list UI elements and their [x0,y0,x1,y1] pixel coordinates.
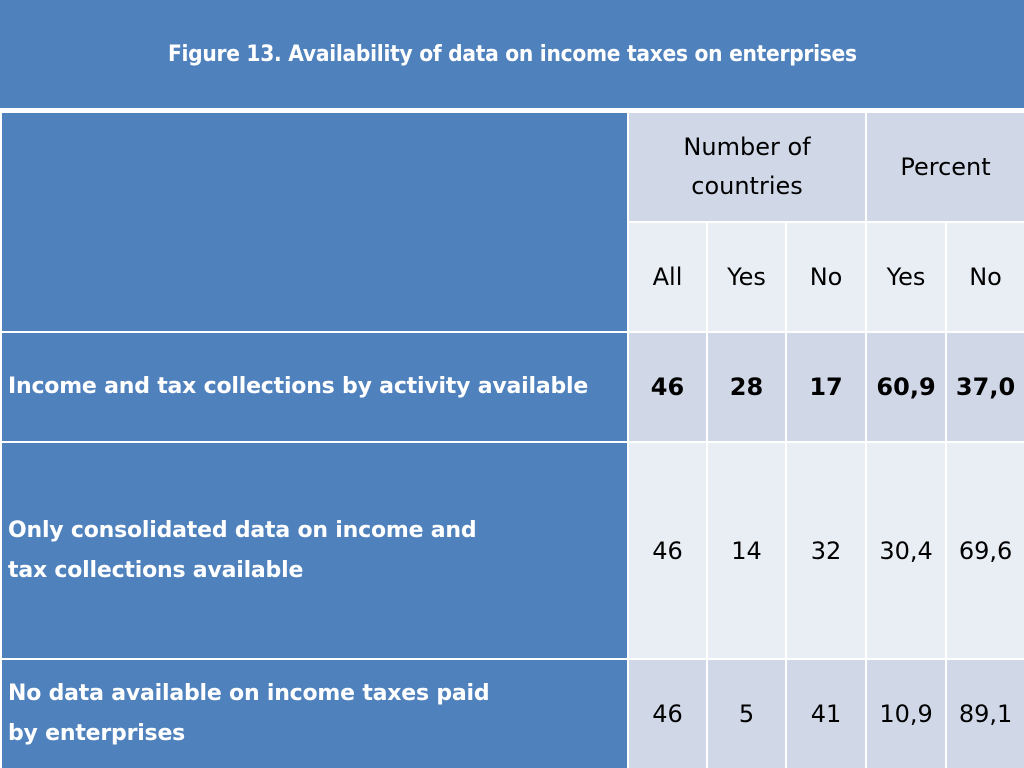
cell-all: 46 [627,331,708,443]
row-label-text: No data available on income taxes paid b… [8,681,490,746]
cell-count-no: 41 [784,658,868,768]
cell-percent-yes: 30,4 [865,441,948,660]
header-number-of-countries-label: Number of countries [683,133,811,200]
subheader-all: All [627,221,708,333]
cell-count-yes: 14 [706,441,787,660]
page-title: Figure 13. Availability of data on incom… [167,41,857,67]
header-percent: Percent [865,111,1024,223]
title-bar: Figure 13. Availability of data on incom… [0,0,1024,108]
row-label: No data available on income taxes paid b… [0,658,629,768]
subheader-percent-yes: Yes [865,221,948,333]
cell-all: 46 [627,658,708,768]
cell-percent-no: 89,1 [945,658,1024,768]
cell-count-no: 17 [784,331,868,443]
cell-count-no: 32 [784,441,868,660]
table-corner-cell [0,111,629,333]
table-header-row-2: All Yes No Yes No [1,221,1024,333]
data-table: Number of countries Percent All Yes No Y… [0,111,1024,768]
cell-percent-yes: 60,9 [865,331,948,443]
cell-percent-yes: 10,9 [865,658,948,768]
cell-all: 46 [627,441,708,660]
cell-percent-no: 69,6 [945,441,1024,660]
table-row: No data available on income taxes paid b… [0,658,1024,768]
table-row: Only consolidated data on income and tax… [0,441,1024,660]
row-label-text: Only consolidated data on income and tax… [8,517,477,583]
cell-count-yes: 28 [706,331,787,443]
cell-percent-no: 37,0 [945,331,1024,443]
header-number-of-countries: Number of countries [626,111,868,223]
table-row: Income and tax collections by activity a… [0,331,1024,443]
subheader-count-no: No [784,221,868,333]
subheader-count-yes: Yes [706,221,787,333]
cell-count-yes: 5 [706,658,787,768]
row-label: Only consolidated data on income and tax… [0,441,629,660]
row-label: Income and tax collections by activity a… [0,331,629,443]
subheader-percent-no: No [945,221,1024,333]
table-header-row-1: Number of countries Percent [0,111,1024,333]
